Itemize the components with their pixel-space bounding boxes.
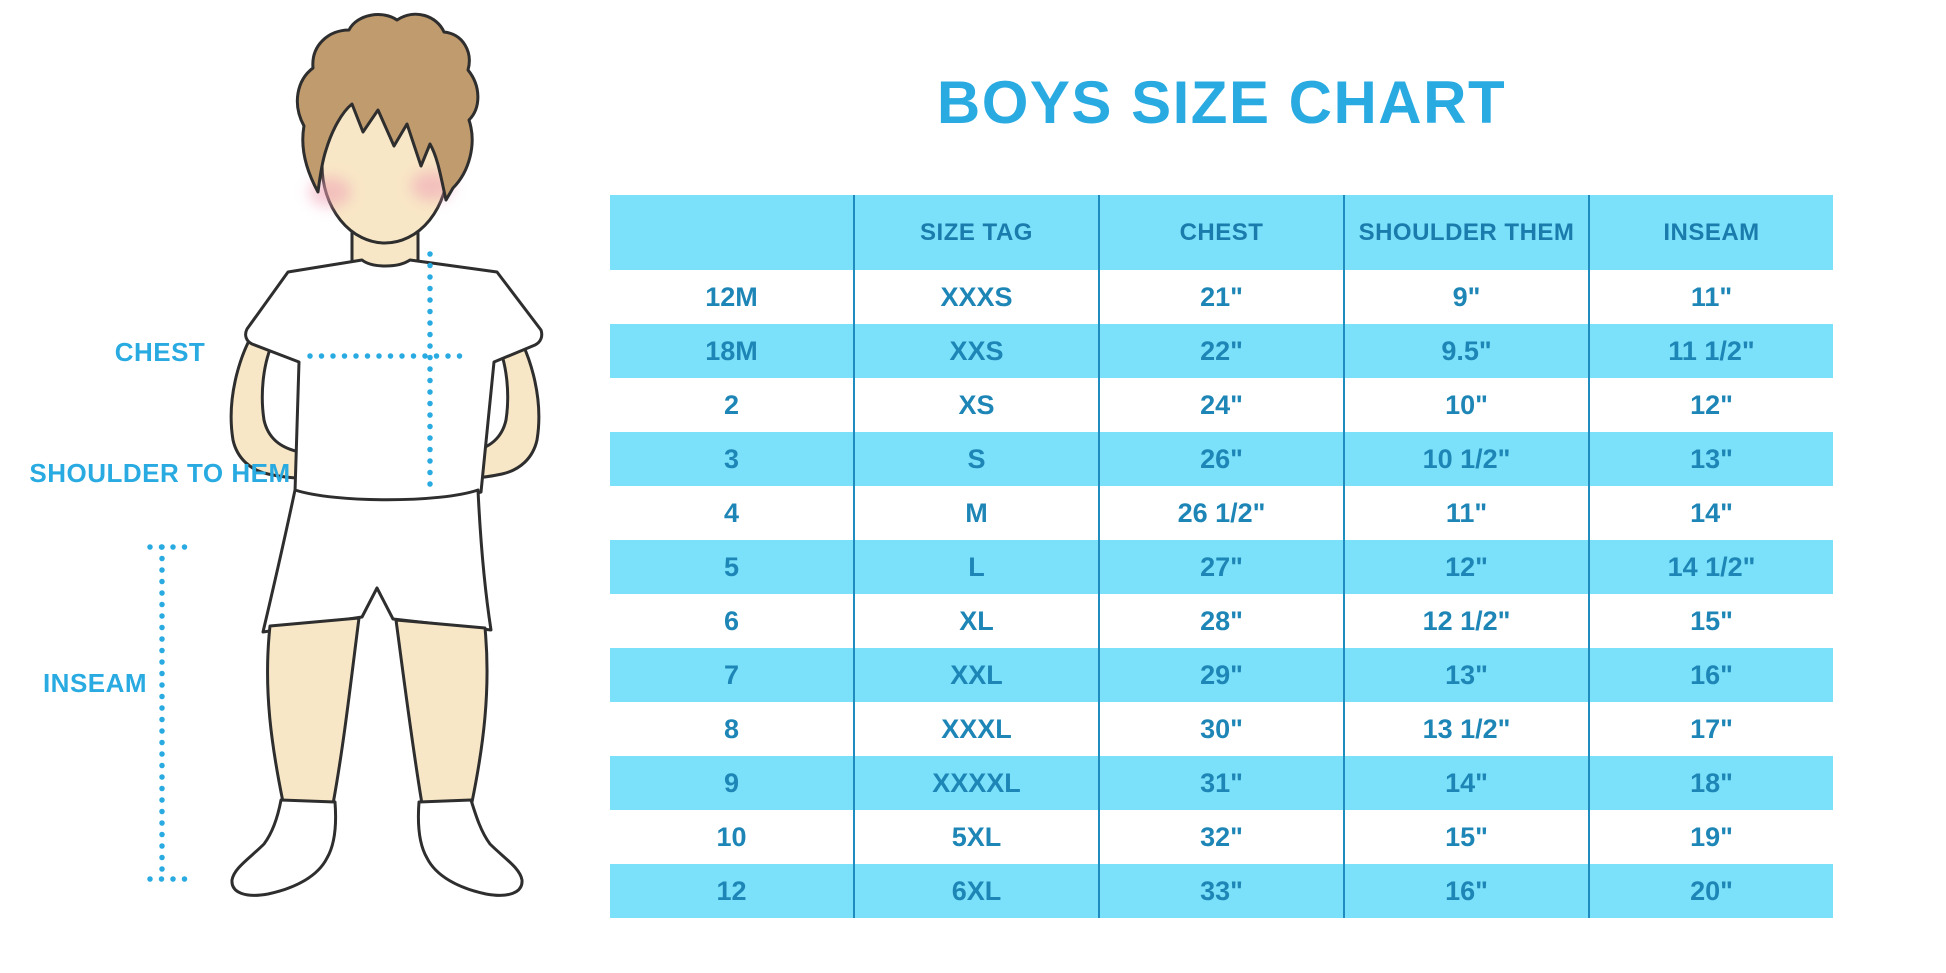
- table-cell: 26 1/2": [1100, 486, 1345, 540]
- column-header-size: [610, 195, 855, 270]
- inseam-label: INSEAM: [42, 668, 148, 698]
- table-cell: 21": [1100, 270, 1345, 324]
- table-cell: 29": [1100, 648, 1345, 702]
- table-cell: 13": [1690, 443, 1733, 474]
- table-row: 6 XL 28" 12 1/2" 15": [610, 594, 1833, 648]
- table-cell: 9": [1345, 270, 1590, 324]
- table-cell: 12: [610, 864, 855, 918]
- column-header-chest: CHEST: [1100, 195, 1345, 270]
- boy-left-leg: [266, 616, 361, 806]
- table-row: 12 6XL 33" 16" 20": [610, 864, 1833, 918]
- table-cell: 10": [1345, 378, 1590, 432]
- table-cell: 31": [1100, 756, 1345, 810]
- table-cell: 20": [1690, 875, 1733, 906]
- table-cell: 4: [610, 486, 855, 540]
- table-cell: 30": [1100, 702, 1345, 756]
- table-cell: 15": [1345, 810, 1590, 864]
- table-cell: S: [855, 432, 1100, 486]
- column-header-size-tag: SIZE TAG: [855, 195, 1100, 270]
- table-row: 12M XXXS 21" 9" 11": [610, 270, 1833, 324]
- table-cell: 16": [1345, 864, 1590, 918]
- table-cell: 12": [1690, 389, 1733, 420]
- table-cell: 32": [1100, 810, 1345, 864]
- table-cell: 24": [1100, 378, 1345, 432]
- table-cell: M: [855, 486, 1100, 540]
- table-cell: 3: [610, 432, 855, 486]
- boy-shorts: [261, 488, 493, 634]
- table-cell: 11 1/2": [1668, 335, 1755, 366]
- table-cell: 5: [610, 540, 855, 594]
- table-cell: 13": [1345, 648, 1590, 702]
- table-row: 9 XXXXL 31" 14" 18": [610, 756, 1833, 810]
- boy-right-leg: [394, 618, 489, 806]
- table-cell: 7: [610, 648, 855, 702]
- table-cell: 16": [1690, 659, 1733, 690]
- table-cell: 8: [610, 702, 855, 756]
- table-cell: 10 1/2": [1345, 432, 1590, 486]
- table-cell: 14": [1345, 756, 1590, 810]
- table-cell: 11": [1345, 486, 1590, 540]
- size-table-header: SIZE TAG CHEST SHOULDER THEM INSEAM: [610, 195, 1833, 270]
- boy-left-arm: [229, 318, 302, 480]
- table-cell: 33": [1100, 864, 1345, 918]
- size-table: SIZE TAG CHEST SHOULDER THEM INSEAM 12M X…: [610, 195, 1833, 918]
- table-cell: 6XL: [855, 864, 1100, 918]
- table-row: 8 XXXL 30" 13 1/2" 17": [610, 702, 1833, 756]
- table-row: 18M XXS 22" 9.5" 11 1/2": [610, 324, 1833, 378]
- table-cell: XS: [855, 378, 1100, 432]
- table-cell: 12": [1345, 540, 1590, 594]
- size-table-body: 12M XXXS 21" 9" 11" 18M XXS 22" 9.5" 11 1/2" 2 XS 24…: [610, 270, 1833, 918]
- table-cell: 9.5": [1345, 324, 1590, 378]
- table-cell: 26": [1100, 432, 1345, 486]
- table-cell: 15": [1690, 605, 1733, 636]
- column-header-shoulder-hem: SHOULDER THEM: [1345, 195, 1590, 270]
- table-row: 4 M 26 1/2" 11" 14": [610, 486, 1833, 540]
- measurement-diagram: CHEST SHOULDER TO HEM INSEAM: [0, 0, 610, 973]
- table-cell: 17": [1690, 713, 1733, 744]
- table-cell: 11": [1690, 281, 1733, 312]
- table-cell: 12 1/2": [1345, 594, 1590, 648]
- table-cell: 14": [1690, 497, 1733, 528]
- table-row: 10 5XL 32" 15" 19": [610, 810, 1833, 864]
- table-row: 2 XS 24" 10" 12": [610, 378, 1833, 432]
- table-cell: 10: [610, 810, 855, 864]
- shoulder-to-hem-label: SHOULDER TO HEM: [29, 458, 291, 488]
- table-cell: 12M: [610, 270, 855, 324]
- column-header-inseam: INSEAM: [1663, 218, 1760, 246]
- table-cell: 13 1/2": [1345, 702, 1590, 756]
- table-cell: XXS: [855, 324, 1100, 378]
- table-cell: XXXS: [855, 270, 1100, 324]
- page-title: BOYS SIZE CHART: [936, 69, 1507, 136]
- table-row: 5 L 27" 12" 14 1/2": [610, 540, 1833, 594]
- table-cell: 22": [1100, 324, 1345, 378]
- table-cell: XL: [855, 594, 1100, 648]
- boy-hair: [295, 12, 480, 202]
- table-cell: 19": [1690, 821, 1733, 852]
- table-cell: 18": [1690, 767, 1733, 798]
- chest-label: CHEST: [114, 337, 206, 367]
- table-cell: 6: [610, 594, 855, 648]
- table-cell: 14 1/2": [1667, 551, 1756, 582]
- table-cell: 27": [1100, 540, 1345, 594]
- boy-right-sock: [416, 798, 524, 897]
- boy-left-sock: [230, 798, 338, 897]
- table-cell: 5XL: [855, 810, 1100, 864]
- table-cell: XXXXL: [855, 756, 1100, 810]
- boy-measurement-illustration: [147, 12, 544, 897]
- table-cell: L: [855, 540, 1100, 594]
- table-cell: XXXL: [855, 702, 1100, 756]
- table-cell: 2: [610, 378, 855, 432]
- table-cell: 9: [610, 756, 855, 810]
- table-cell: 28": [1100, 594, 1345, 648]
- table-row: 3 S 26" 10 1/2" 13": [610, 432, 1833, 486]
- table-cell: 18M: [610, 324, 855, 378]
- table-row: 7 XXL 29" 13" 16": [610, 648, 1833, 702]
- table-cell: XXL: [855, 648, 1100, 702]
